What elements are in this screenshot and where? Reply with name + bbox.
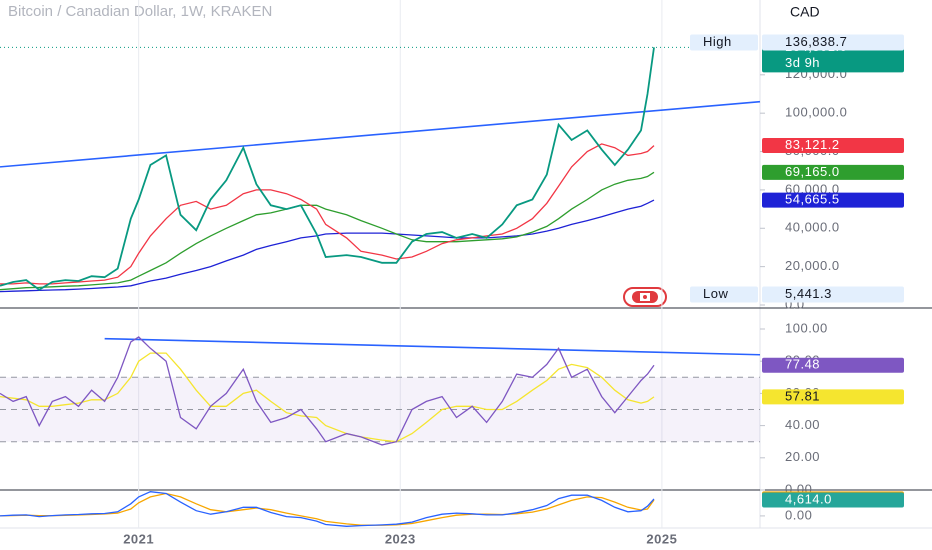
- series-line: [0, 199, 655, 293]
- y-tick-label: 20,000.0: [785, 258, 840, 273]
- value-badge-bg: [762, 492, 904, 508]
- y-tick-label: 20.00: [785, 449, 820, 464]
- value-badge-bg: [762, 164, 904, 180]
- y-tick-label: 100,000.0: [785, 105, 847, 120]
- high-value: 136,838.7: [785, 34, 847, 49]
- value-badge-bg: [762, 138, 904, 154]
- series-line: [0, 491, 655, 527]
- flag-icon: [623, 287, 667, 307]
- value-badge: 54,665.5: [785, 192, 840, 207]
- value-badge: 77.48: [785, 357, 820, 372]
- y-tick-label: 40,000.0: [785, 220, 840, 235]
- low-value: 5,441.3: [785, 286, 832, 301]
- x-tick-label: 2025: [646, 531, 677, 546]
- y-tick-label: 60,000.0: [785, 181, 840, 196]
- x-tick-label: 2023: [385, 531, 416, 546]
- trendline: [0, 100, 761, 168]
- series-line: [0, 336, 655, 446]
- value-badge: 69,165.0: [785, 164, 840, 179]
- y-tick-label: 40.00: [785, 417, 820, 432]
- chart-title: Bitcoin / Canadian Dollar, 1W, KRAKEN: [8, 3, 272, 20]
- low-label-bg: [690, 286, 758, 303]
- y-tick-label: 0.00: [785, 507, 812, 522]
- value-badge-bg: [762, 192, 904, 208]
- series-line: [0, 171, 655, 291]
- trendline: [104, 337, 761, 356]
- low-label: Low: [703, 286, 728, 301]
- series-line: [0, 143, 655, 285]
- value-badge-bg: [762, 357, 904, 373]
- high-label: High: [703, 34, 732, 49]
- value-badge: 57.81: [785, 388, 820, 403]
- value-badge-bg: [762, 389, 904, 405]
- y-tick-label: 100.00: [785, 320, 828, 335]
- high-value-bg: [762, 34, 904, 51]
- x-tick-label: 2021: [123, 531, 154, 546]
- value-badge: 83,121.2: [785, 137, 840, 152]
- high-label-bg: [690, 34, 758, 51]
- currency: CAD: [790, 4, 820, 20]
- countdown: 3d 9h: [785, 55, 820, 70]
- low-value-bg: [762, 286, 904, 303]
- series-line: [0, 47, 655, 291]
- value-badge: 4,614.0: [785, 491, 832, 506]
